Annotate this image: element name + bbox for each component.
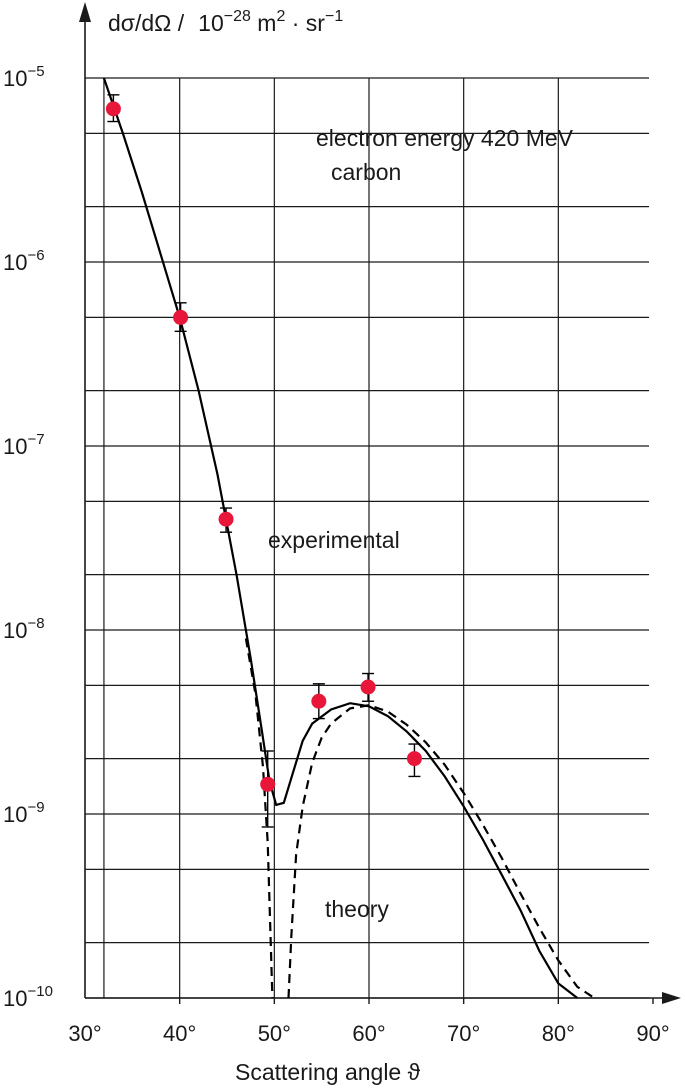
x-tick-label: 30°	[68, 1021, 101, 1046]
y-axis-label-quantity: dσ/dΩ /	[108, 10, 185, 36]
data-points	[105, 94, 422, 828]
annotation-energy: electron energy 420 MeV	[316, 125, 574, 151]
axes	[79, 2, 681, 1004]
y-axis-arrow	[79, 2, 91, 22]
x-tick-label: 80°	[542, 1021, 575, 1046]
theory-curve	[287, 704, 595, 999]
x-tick-label: 50°	[258, 1021, 291, 1046]
data-marker	[360, 679, 376, 695]
annotation-target: carbon	[331, 159, 401, 185]
data-marker	[105, 101, 121, 117]
grid	[85, 77, 649, 999]
x-axis-label: Scattering angle ϑ	[235, 1059, 421, 1085]
annotation-experimental: experimental	[268, 527, 400, 553]
x-tick-label: 60°	[352, 1021, 385, 1046]
experimental-curve	[102, 77, 578, 999]
y-axis-label-exp2: 2	[276, 8, 285, 25]
y-axis-label-unit1: m	[251, 10, 277, 36]
measurement-point	[360, 672, 376, 702]
x-axis-arrow	[662, 992, 681, 1004]
measurement-point	[260, 750, 276, 828]
y-tick-label: 10−10	[3, 983, 53, 1011]
y-tick-label: 10−7	[3, 431, 45, 459]
data-marker	[406, 751, 422, 767]
y-axis-label: dσ/dΩ / 10−28 m2 · sr−1	[108, 8, 343, 36]
data-marker	[260, 776, 276, 792]
x-tick-label: 40°	[163, 1021, 196, 1046]
y-axis-label-unit2: · sr	[285, 10, 325, 36]
data-marker	[311, 693, 327, 709]
y-tick-label: 10−6	[3, 247, 45, 275]
measurement-point	[105, 94, 121, 123]
y-axis-label-base: 10	[198, 10, 224, 36]
measurement-point	[311, 683, 327, 720]
measurement-point	[218, 507, 234, 533]
y-tick-label: 10−9	[3, 799, 45, 827]
annotation-theory: theory	[325, 896, 389, 922]
x-tick-label: 70°	[447, 1021, 480, 1046]
y-tick-label: 10−8	[3, 615, 45, 643]
tick-labels: 30° 40° 50° 60° 70° 80° 90° 10−10 10−9 10−8 10−7 10…	[3, 63, 670, 1046]
y-tick-label: 10−5	[3, 63, 45, 91]
measurement-point	[406, 743, 422, 778]
data-marker	[218, 511, 234, 527]
y-axis-label-exp3: −1	[325, 8, 343, 25]
y-axis-label-exp1: −28	[224, 8, 251, 25]
x-tick-label: 90°	[636, 1021, 669, 1046]
theory-curve	[244, 638, 274, 999]
measurement-point	[173, 302, 189, 333]
data-marker	[173, 309, 189, 325]
curves	[102, 77, 595, 999]
